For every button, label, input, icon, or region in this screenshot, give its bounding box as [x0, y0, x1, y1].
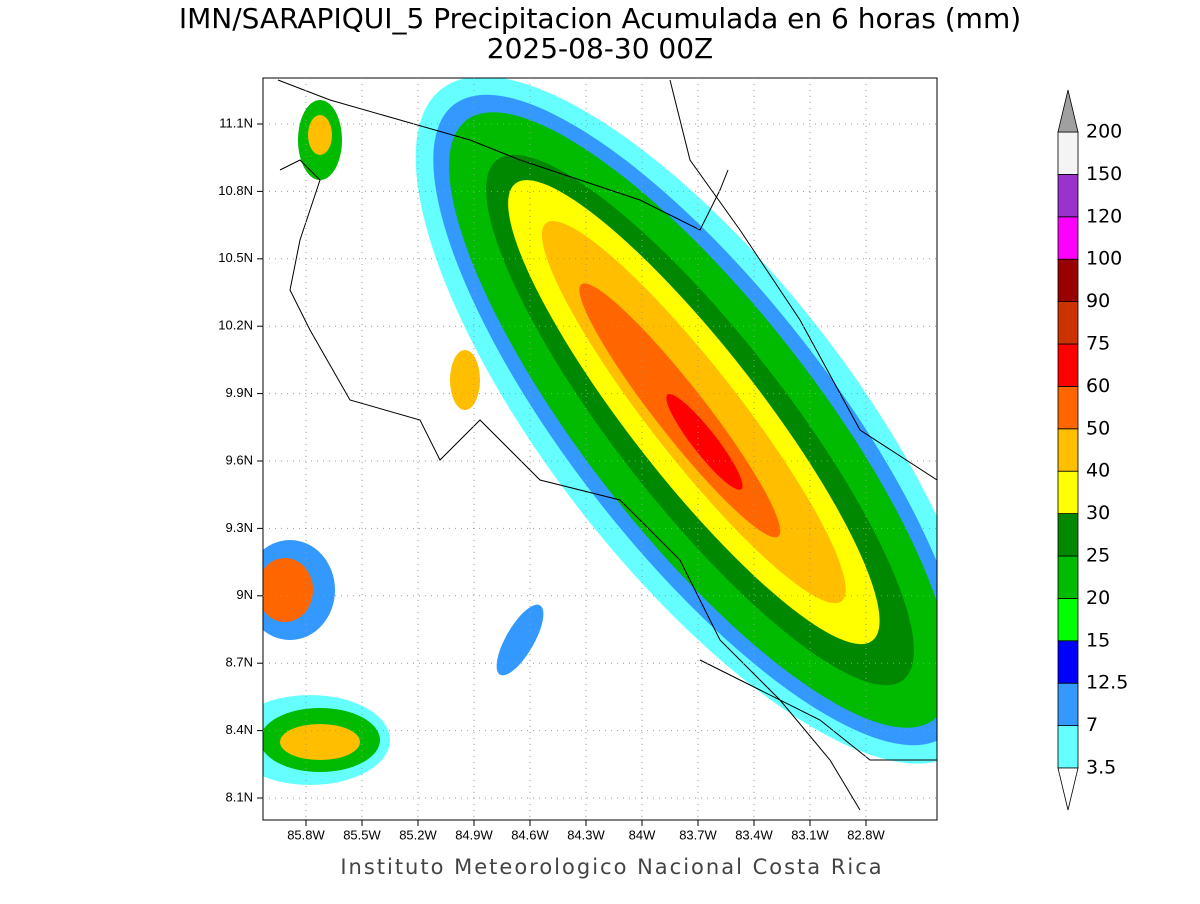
- colorbar-segment: [1057, 301, 1079, 345]
- rain-area: [280, 724, 360, 760]
- lat-tick-label: 9.9N: [226, 385, 253, 400]
- rain-area: [666, 394, 743, 490]
- colorbar-segment: [1057, 513, 1079, 557]
- colorbar-label: 30: [1086, 502, 1110, 524]
- lon-tick-label: 84.6W: [511, 827, 549, 842]
- lon-tick-label: 83.7W: [679, 827, 717, 842]
- colorbar-label: 40: [1086, 460, 1110, 482]
- lat-tick-label: 8.4N: [226, 722, 253, 737]
- lat-tick-label: 8.7N: [226, 655, 253, 670]
- colorbar-label: 90: [1086, 290, 1110, 312]
- colorbar-segment: [1057, 682, 1079, 727]
- lat-tick-label: 9.6N: [226, 452, 253, 467]
- subtitle: 2025-08-30 00Z: [487, 32, 713, 65]
- coast-path: [279, 159, 937, 811]
- colorbar-segment: [1057, 173, 1079, 218]
- colorbar-segment: [1057, 216, 1079, 260]
- lat-tick-label: 9N: [236, 587, 253, 602]
- colorbar-label: 150: [1086, 163, 1122, 185]
- colorbar-segment: [1057, 385, 1079, 430]
- colorbar-label: 3.5: [1086, 757, 1116, 779]
- rain-band: [415, 78, 937, 764]
- colorbar-label: 7: [1086, 714, 1098, 736]
- colorbar-over: [1057, 89, 1079, 133]
- ticks: 11.1N 10.8N 10.5N 10.2N 9.9N 9.6N 9.3N 9N 8.7N 8.…: [218, 78, 937, 842]
- rain-area: [450, 350, 480, 410]
- colorbar-label: 25: [1086, 545, 1110, 567]
- lon-tick-label: 85.8W: [287, 827, 325, 842]
- colorbar-segment: [1057, 470, 1079, 515]
- lat-tick-label: 9.3N: [226, 520, 253, 535]
- lat-tick-label: 10.2N: [218, 318, 253, 333]
- lon-tick-label: 84.9W: [455, 827, 493, 842]
- colorbar-label: 50: [1086, 417, 1110, 439]
- colorbar-under: [1057, 767, 1079, 811]
- colorbar-segment: [1057, 598, 1079, 642]
- colorbar-segment: [1057, 555, 1079, 599]
- lat-tick-label: 11.1N: [219, 115, 253, 130]
- colorbar-label: 15: [1086, 629, 1110, 651]
- lon-tick-label: 82.8W: [847, 827, 885, 842]
- coast-path: [277, 79, 937, 481]
- colorbar-segment: [1057, 725, 1079, 769]
- rain-area: [263, 558, 313, 622]
- map-frame: [262, 77, 938, 821]
- title: IMN/SARAPIQUI_5 Precipitacion Acumulada …: [179, 2, 1021, 35]
- lat-tick-label: 8.1N: [226, 789, 253, 804]
- colorbar-segment: [1057, 131, 1079, 175]
- lon-tick-label: 84.3W: [567, 827, 605, 842]
- colorbar-segment: [1057, 428, 1079, 472]
- colorbar-label: 75: [1086, 333, 1110, 355]
- lat-tick-label: 10.8N: [218, 183, 253, 198]
- coastline: [277, 79, 937, 811]
- lon-tick-label: 83.1W: [791, 827, 829, 842]
- colorbar-label: 200: [1086, 121, 1122, 143]
- precipitation-field: [263, 78, 937, 785]
- lon-tick-label: 85.2W: [399, 827, 437, 842]
- rain-area: [496, 604, 544, 676]
- lon-tick-label: 83.4W: [735, 827, 773, 842]
- footer: Instituto Meteorologico Nacional Costa R…: [340, 855, 883, 879]
- colorbar-label: 120: [1086, 205, 1122, 227]
- colorbar-segment: [1057, 640, 1079, 684]
- lon-tick-label: 84W: [629, 827, 656, 842]
- colorbar-label: 60: [1086, 375, 1110, 397]
- lon-tick-label: 85.5W: [343, 827, 381, 842]
- colorbar-label: 12.5: [1086, 672, 1128, 694]
- colorbar-label: 20: [1086, 587, 1110, 609]
- lat-tick-label: 10.5N: [218, 250, 253, 265]
- colorbar-segment: [1057, 258, 1079, 303]
- rain-area: [308, 115, 332, 155]
- colorbar-segment: [1057, 343, 1079, 387]
- colorbar: 3.5 7 12.5 15 20 25 30 40 50 60 75 90 100 120 150 200: [1057, 89, 1128, 811]
- colorbar-label: 100: [1086, 248, 1122, 270]
